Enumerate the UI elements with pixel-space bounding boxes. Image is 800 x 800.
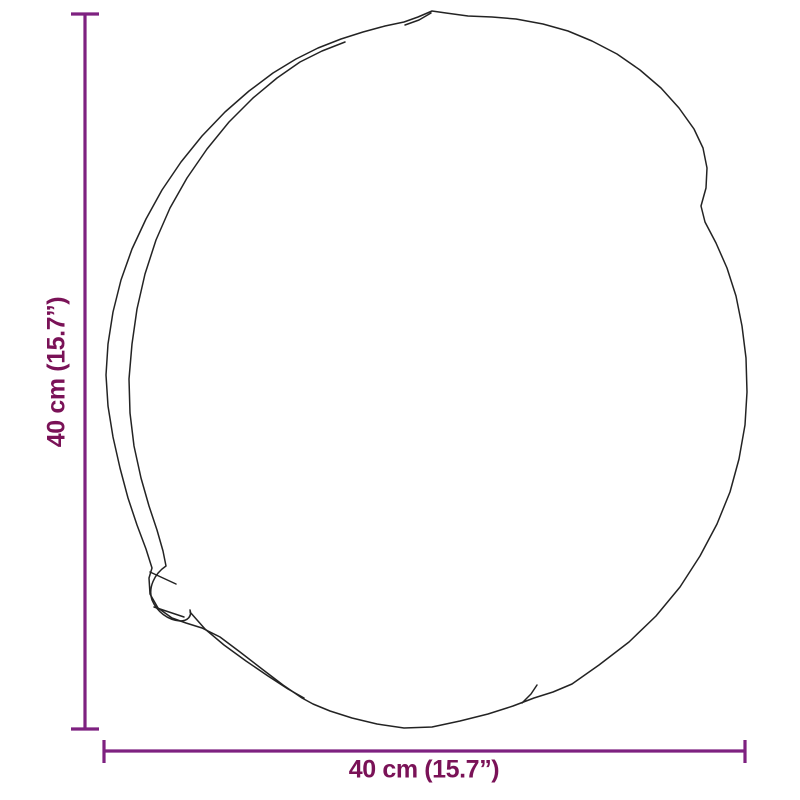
- cushion-crease-top: [404, 12, 432, 26]
- cushion-fold-notch-icon: [149, 571, 185, 618]
- cushion-crease-bottom: [521, 684, 538, 704]
- cushion-outline: [105, 10, 748, 729]
- cushion-outline-group: [105, 10, 748, 729]
- vertical-dimension-label: 40 cm (15.7”): [42, 296, 71, 448]
- horizontal-dimension-line: [102, 740, 747, 763]
- horizontal-dimension-label: 40 cm (15.7”): [348, 755, 500, 784]
- cushion-seam-line: [128, 41, 346, 699]
- vertical-dimension-line: [71, 12, 99, 731]
